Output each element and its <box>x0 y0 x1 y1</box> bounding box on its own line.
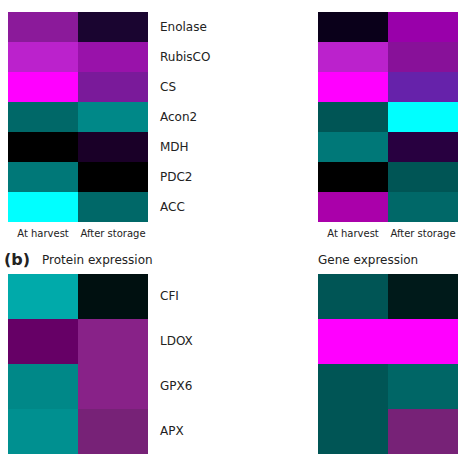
heatmap-cell <box>8 12 78 42</box>
heatmap-cell <box>388 42 458 72</box>
column-label: At harvest <box>17 228 69 239</box>
heatmap <box>318 274 458 454</box>
heatmap-cell <box>318 192 388 222</box>
heatmap-cell <box>388 162 458 192</box>
heatmap-cell <box>388 12 458 42</box>
heatmap-cell <box>8 274 78 319</box>
heatmap-cell <box>388 72 458 102</box>
heatmap-cell <box>388 102 458 132</box>
row-label: Acon2 <box>160 110 197 124</box>
heatmap-cell <box>8 42 78 72</box>
panel-label: (b) <box>4 250 30 269</box>
heatmap-cell <box>318 274 388 319</box>
heatmap-cell <box>8 132 78 162</box>
heatmap-cell <box>318 72 388 102</box>
heatmap-cell <box>8 192 78 222</box>
heatmap-cell <box>78 192 148 222</box>
row-label: MDH <box>160 140 189 154</box>
heatmap-cell <box>8 364 78 409</box>
heatmap <box>318 12 458 222</box>
row-label: PDC2 <box>160 170 193 184</box>
heatmap-cell <box>8 409 78 454</box>
heatmap-cell <box>388 274 458 319</box>
heatmap-cell <box>78 72 148 102</box>
heatmap-cell <box>78 274 148 319</box>
heatmap-cell <box>388 409 458 454</box>
heatmap-cell <box>318 409 388 454</box>
heatmap <box>8 274 148 454</box>
panel-title: Gene expression <box>318 253 418 267</box>
row-label: RubisCO <box>160 50 210 64</box>
row-label: LDOX <box>160 334 193 348</box>
heatmap-cell <box>318 102 388 132</box>
heatmap-cell <box>78 102 148 132</box>
heatmap-cell <box>78 162 148 192</box>
heatmap-cell <box>78 364 148 409</box>
chart: Enolase RubisCO CS Acon2 MDH PDC2 ACC CFI LDOX GP… <box>0 0 474 474</box>
row-label: CS <box>160 80 176 94</box>
row-label: Enolase <box>160 20 207 34</box>
heatmap-cell <box>318 319 388 364</box>
heatmap-cell <box>78 409 148 454</box>
heatmap-cell <box>318 42 388 72</box>
heatmap-cell <box>78 319 148 364</box>
panel-title: Protein expression <box>42 253 153 267</box>
heatmap-cell <box>8 319 78 364</box>
column-label: At harvest <box>327 228 379 239</box>
heatmap-cell <box>388 319 458 364</box>
heatmap-cell <box>318 364 388 409</box>
row-label: CFI <box>160 289 179 303</box>
heatmap-cell <box>388 132 458 162</box>
heatmap-cell <box>8 72 78 102</box>
column-label: After storage <box>80 228 145 239</box>
heatmap-cell <box>388 364 458 409</box>
heatmap-cell <box>318 132 388 162</box>
heatmap-cell <box>78 12 148 42</box>
heatmap-cell <box>318 12 388 42</box>
heatmap-cell <box>8 102 78 132</box>
column-label: After storage <box>390 228 455 239</box>
row-label: GPX6 <box>160 379 192 393</box>
heatmap-cell <box>8 162 78 192</box>
heatmap-cell <box>388 192 458 222</box>
heatmap <box>8 12 148 222</box>
heatmap-cell <box>318 162 388 192</box>
heatmap-cell <box>78 132 148 162</box>
heatmap-cell <box>78 42 148 72</box>
row-label: APX <box>160 424 184 438</box>
row-label: ACC <box>160 200 185 214</box>
